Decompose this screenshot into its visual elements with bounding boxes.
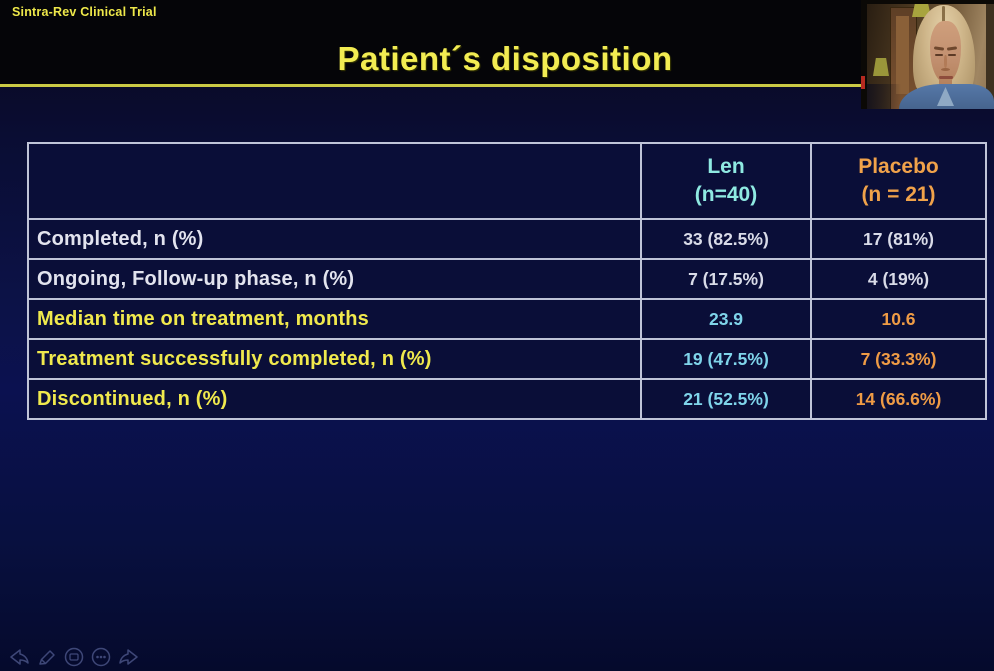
presenter-eye bbox=[935, 54, 943, 56]
header-empty-cell bbox=[27, 142, 642, 220]
slide-tag: Sintra-Rev Clinical Trial bbox=[12, 5, 157, 19]
placebo-value-cell: 17 (81%) bbox=[810, 218, 987, 260]
header-len-cell: Len (n=40) bbox=[640, 142, 812, 220]
disposition-table: Len (n=40) Placebo (n = 21) Completed, n… bbox=[27, 142, 987, 420]
placebo-value-cell: 4 (19%) bbox=[810, 258, 987, 300]
table-row: Completed, n (%) 33 (82.5%) 17 (81%) bbox=[27, 218, 987, 260]
presenter-mouth bbox=[939, 76, 953, 79]
presenter-face bbox=[930, 21, 961, 83]
webcam-corner-shadow bbox=[861, 84, 901, 109]
pen-icon[interactable] bbox=[35, 646, 59, 668]
placebo-value-cell: 7 (33.3%) bbox=[810, 338, 987, 380]
len-value-cell: 7 (17.5%) bbox=[640, 258, 812, 300]
row-label-cell: Discontinued, n (%) bbox=[27, 378, 642, 420]
more-options-icon[interactable] bbox=[89, 646, 113, 668]
header-placebo-line2: (n = 21) bbox=[861, 183, 936, 206]
table-row: Discontinued, n (%) 21 (52.5%) 14 (66.6%… bbox=[27, 378, 987, 420]
page-title: Patient´s disposition bbox=[337, 40, 673, 77]
presenter-hair-part bbox=[942, 6, 945, 22]
len-value-cell: 19 (47.5%) bbox=[640, 338, 812, 380]
presenter-nose bbox=[944, 55, 947, 68]
presenter-eye bbox=[948, 54, 956, 56]
header-len-line2: (n=40) bbox=[694, 183, 758, 206]
header-placebo-cell: Placebo (n = 21) bbox=[810, 142, 987, 220]
slide-header-band: Sintra-Rev Clinical Trial Patient´s disp… bbox=[0, 0, 994, 87]
video-edge-red-mark bbox=[861, 76, 865, 89]
placebo-value-cell: 10.6 bbox=[810, 298, 987, 340]
previous-slide-icon[interactable] bbox=[6, 646, 32, 668]
row-label-cell: Treatment successfully completed, n (%) bbox=[27, 338, 642, 380]
table-row: Treatment successfully completed, n (%) … bbox=[27, 338, 987, 380]
header-len-line1: Len bbox=[707, 154, 745, 178]
slideshow-toolbar bbox=[6, 646, 142, 668]
slide-navigator-icon[interactable] bbox=[62, 646, 86, 668]
row-label-cell: Ongoing, Follow-up phase, n (%) bbox=[27, 258, 642, 300]
header-placebo-line1: Placebo bbox=[858, 154, 939, 178]
row-label-cell: Median time on treatment, months bbox=[27, 298, 642, 340]
placebo-value-cell: 14 (66.6%) bbox=[810, 378, 987, 420]
next-slide-icon[interactable] bbox=[116, 646, 142, 668]
len-value-cell: 23.9 bbox=[640, 298, 812, 340]
table-header-row: Len (n=40) Placebo (n = 21) bbox=[27, 142, 987, 220]
len-value-cell: 33 (82.5%) bbox=[640, 218, 812, 260]
table-row: Median time on treatment, months 23.9 10… bbox=[27, 298, 987, 340]
len-value-cell: 21 (52.5%) bbox=[640, 378, 812, 420]
row-label-cell: Completed, n (%) bbox=[27, 218, 642, 260]
webcam-curtain bbox=[986, 0, 994, 109]
presenter-webcam[interactable] bbox=[861, 0, 994, 109]
presenter-nostril bbox=[941, 68, 950, 71]
webcam-door-panel bbox=[896, 16, 909, 94]
webcam-lamp bbox=[873, 58, 889, 76]
webcam-top-edge bbox=[861, 0, 994, 4]
webcam-left-edge bbox=[861, 0, 867, 109]
table-row: Ongoing, Follow-up phase, n (%) 7 (17.5%… bbox=[27, 258, 987, 300]
